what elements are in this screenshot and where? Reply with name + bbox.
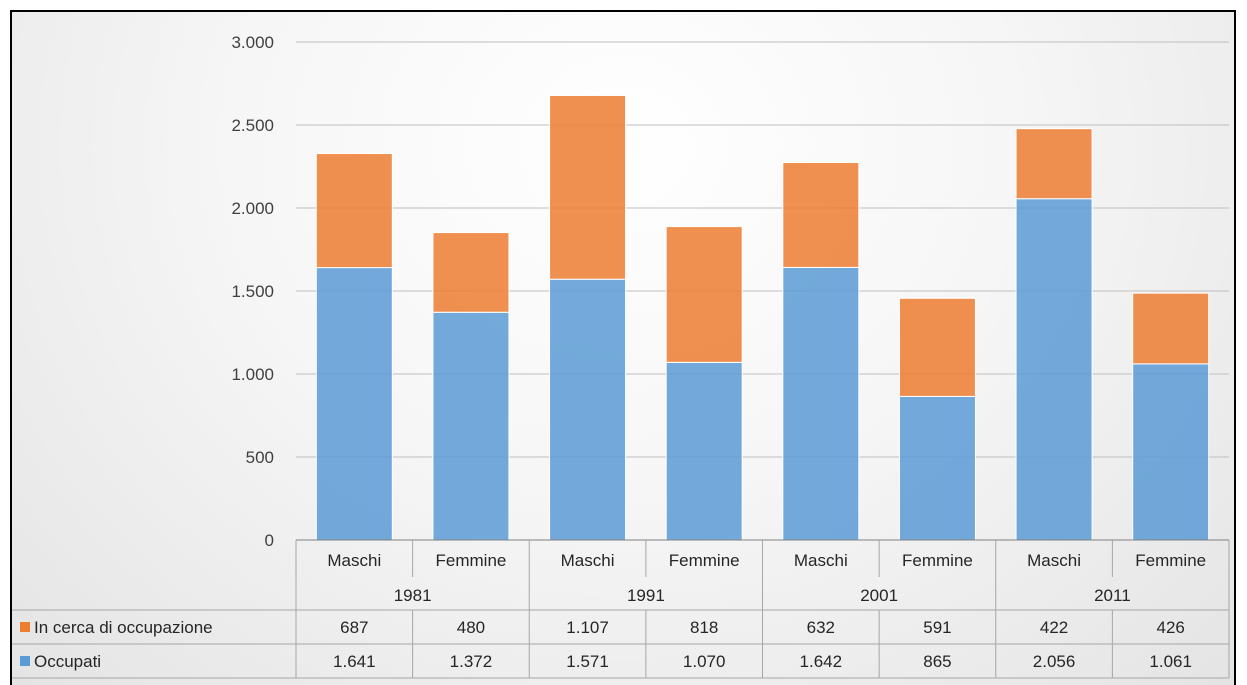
table-value-in-cerca: 422: [1040, 618, 1068, 637]
x-group-label: 1991: [627, 586, 665, 605]
table-value-occupati: 2.056: [1033, 652, 1076, 671]
bar-occupati: [782, 266, 860, 541]
table-value-occupati: 1.372: [450, 652, 493, 671]
table-value-occupati: 1.642: [800, 652, 843, 671]
table-value-occupati: 1.641: [333, 652, 376, 671]
bar-occupati: [432, 311, 510, 541]
x-category-label: Maschi: [1027, 551, 1081, 570]
bar-occupati: [665, 361, 743, 541]
bar-in-cerca: [549, 94, 627, 280]
table-value-in-cerca: 687: [340, 618, 368, 637]
bar-in-cerca: [665, 226, 743, 363]
y-tick-label: 2.000: [231, 199, 274, 218]
y-tick-label: 0: [265, 531, 274, 550]
y-tick-label: 1.500: [231, 282, 274, 301]
bar-occupati: [1015, 198, 1093, 541]
bar-occupati: [1132, 363, 1210, 541]
bar-in-cerca: [898, 297, 976, 397]
bar-in-cerca: [1132, 292, 1210, 365]
x-group-label: 1981: [394, 586, 432, 605]
x-group-label: 2001: [860, 586, 898, 605]
bar-in-cerca: [432, 232, 510, 313]
legend-label-occupati: Occupati: [34, 652, 101, 671]
legend-key-occupati: [20, 656, 30, 666]
table-value-occupati: 1.070: [683, 652, 726, 671]
table-value-in-cerca: 591: [923, 618, 951, 637]
bar-occupati: [549, 278, 627, 541]
table-value-in-cerca: 426: [1157, 618, 1185, 637]
y-tick-label: 500: [246, 448, 274, 467]
table-value-in-cerca: 632: [807, 618, 835, 637]
y-tick-label: 3.000: [231, 33, 274, 52]
x-category-label: Femmine: [1135, 551, 1206, 570]
bar-in-cerca: [782, 162, 860, 268]
table-value-in-cerca: 1.107: [566, 618, 609, 637]
legend-label-in-cerca: In cerca di occupazione: [34, 618, 213, 637]
bar-occupati: [898, 395, 976, 541]
chart-frame: 0 500 1.000 1.500 2.000 2.500 3.000 Maschi Femmi…: [10, 10, 1236, 685]
x-category-label: Maschi: [561, 551, 615, 570]
bar-occupati: [315, 267, 393, 541]
x-category-label: Maschi: [794, 551, 848, 570]
x-category-label: Femmine: [902, 551, 973, 570]
x-group-label: 2011: [1094, 586, 1131, 605]
y-tick-label: 1.000: [231, 365, 274, 384]
bar-in-cerca: [1015, 128, 1093, 200]
x-category-label: Femmine: [669, 551, 740, 570]
table-value-occupati: 1.061: [1149, 652, 1192, 671]
table-value-in-cerca: 480: [457, 618, 485, 637]
table-value-occupati: 1.571: [566, 652, 609, 671]
bar-in-cerca: [315, 153, 393, 269]
table-value-in-cerca: 818: [690, 618, 718, 637]
table-value-occupati: 865: [923, 652, 951, 671]
x-category-label: Maschi: [327, 551, 381, 570]
stacked-bar-chart: 0 500 1.000 1.500 2.000 2.500 3.000 Maschi Femmi…: [12, 33, 1230, 679]
y-tick-label: 2.500: [231, 116, 274, 135]
x-category-label: Femmine: [436, 551, 507, 570]
legend-key-in-cerca: [20, 622, 30, 632]
